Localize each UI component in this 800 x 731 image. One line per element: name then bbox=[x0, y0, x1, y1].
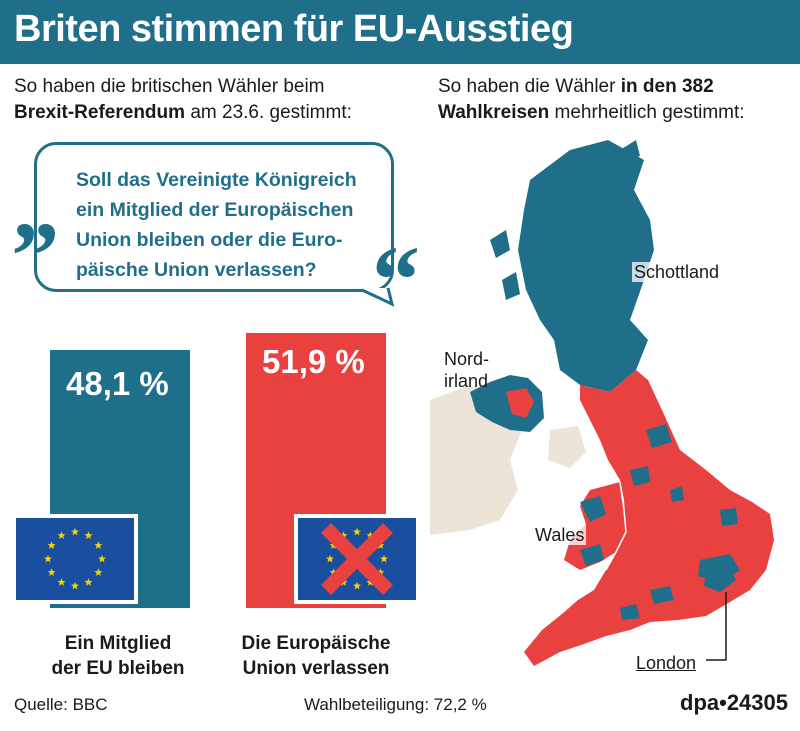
wales-border bbox=[605, 481, 627, 571]
intro-right: So haben die Wähler in den 382 Wahlkreis… bbox=[438, 74, 798, 126]
eu-star-icon bbox=[329, 568, 338, 576]
map-label-wales: Wales bbox=[533, 525, 587, 545]
map-label-scotland: Schottland bbox=[632, 262, 722, 282]
referendum-question: Soll das Vereinigte Königreich ein Mitgl… bbox=[76, 165, 376, 285]
bar-remain-label: Ein Mitglied der EU bleiben bbox=[51, 633, 185, 679]
wales-shape bbox=[564, 482, 626, 570]
eu-star-icon bbox=[353, 527, 361, 536]
london-pointer bbox=[706, 592, 727, 661]
eu-star-icon bbox=[353, 581, 361, 590]
turnout-label: Wahlbeteiligung: 72,2 % bbox=[304, 695, 487, 714]
open-quote-icon: „ bbox=[12, 152, 60, 259]
bar-leave-value: 51,9 % bbox=[262, 343, 365, 380]
title-bar bbox=[0, 0, 800, 64]
eu-star-icon bbox=[84, 531, 93, 540]
intro-right-plain2: mehrheitlich gestimmt: bbox=[549, 102, 745, 123]
eu-star-icon bbox=[380, 554, 388, 563]
eu-flag-leave bbox=[294, 514, 420, 604]
intro-left-rest: am 23.6. gestimmt: bbox=[185, 102, 352, 123]
ireland-east-shape bbox=[548, 426, 586, 468]
eu-star-icon bbox=[71, 527, 79, 536]
uk-constituency-map bbox=[430, 140, 774, 666]
intro-left: So haben die britischen Wähler beim Brex… bbox=[14, 74, 394, 126]
eu-star-icon bbox=[57, 531, 66, 540]
eu-star-icon bbox=[376, 568, 385, 576]
question-line: päische Union verlassen? bbox=[76, 259, 317, 281]
intro-right-plain1: So haben die Wähler bbox=[438, 76, 621, 97]
bar-leave-label: Die Europäische Union verlassen bbox=[241, 633, 391, 679]
question-line: ein Mitglied der Europäischen bbox=[76, 199, 354, 221]
intro-left-bold: Brexit-Referendum bbox=[14, 102, 186, 123]
bubble-tail bbox=[360, 287, 395, 307]
eu-flag-crossed-icon bbox=[298, 518, 416, 600]
page-title: Briten stimmen für EU-Ausstieg bbox=[14, 8, 574, 50]
eu-star-icon bbox=[71, 581, 79, 590]
question-bubble bbox=[34, 142, 394, 292]
intro-right-bold2: Wahlkreisen bbox=[438, 102, 550, 123]
eu-flag-remain bbox=[12, 514, 138, 604]
eu-star-icon bbox=[94, 541, 103, 549]
intro-right-bold1: in den 382 bbox=[620, 76, 714, 97]
wales-remain-areas bbox=[580, 496, 606, 566]
bar-remain-value: 48,1 % bbox=[66, 365, 169, 402]
eu-star-icon bbox=[339, 531, 348, 540]
eu-star-icon bbox=[98, 554, 106, 563]
map-label-northern-ireland: Nord- irland bbox=[444, 349, 490, 391]
northern-ireland-leave-area bbox=[506, 388, 534, 418]
eu-star-icon bbox=[326, 554, 334, 563]
question-line: Union bleiben oder die Euro- bbox=[76, 229, 343, 251]
scotland-islands bbox=[490, 140, 640, 300]
eu-flag-icon bbox=[16, 518, 134, 600]
eu-star-icon bbox=[366, 531, 375, 540]
eu-star-icon bbox=[47, 541, 56, 549]
england-shape bbox=[524, 370, 774, 666]
close-quote-icon: “ bbox=[372, 226, 420, 333]
london-shape bbox=[704, 564, 736, 592]
eu-star-icon bbox=[94, 568, 103, 576]
agency-credit: dpa•24305 bbox=[680, 690, 788, 715]
eu-star-icon bbox=[57, 578, 66, 586]
intro-left-line1: So haben die britischen Wähler beim bbox=[14, 76, 325, 97]
eu-star-icon bbox=[84, 578, 93, 586]
eu-star-icon bbox=[44, 554, 52, 563]
map-label-london: London bbox=[636, 653, 697, 673]
scotland-shape bbox=[518, 140, 654, 392]
source-label: Quelle: BBC bbox=[14, 695, 108, 714]
question-line: Soll das Vereinigte Königreich bbox=[76, 169, 357, 191]
eu-star-icon bbox=[47, 568, 56, 576]
